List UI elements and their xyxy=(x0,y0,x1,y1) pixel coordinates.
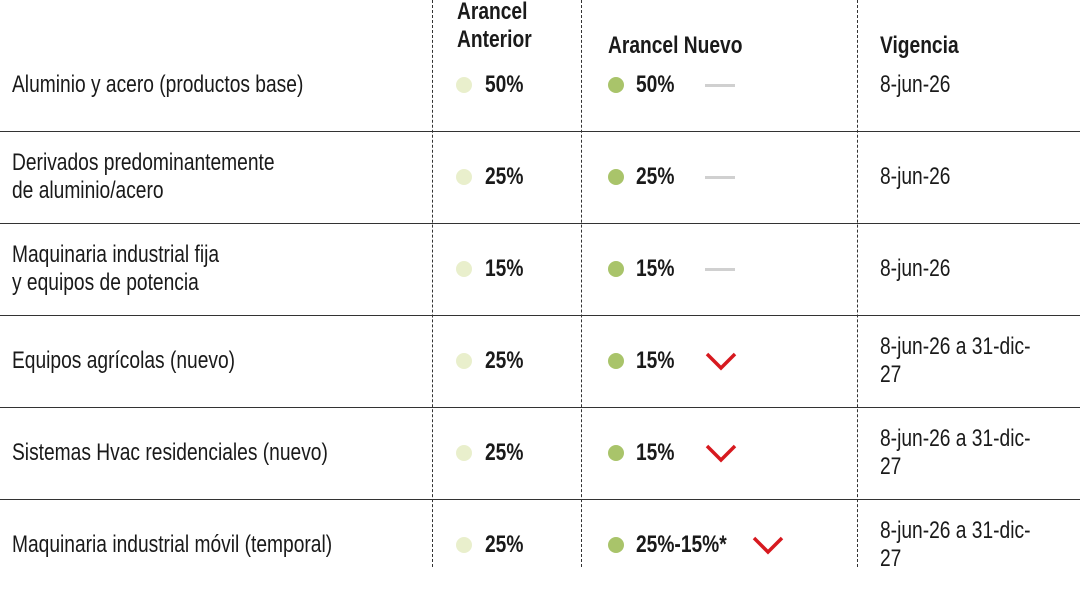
header-text: Vigencia xyxy=(880,32,959,59)
validity: 8-jun-26 xyxy=(880,223,968,315)
row-divider xyxy=(0,131,1080,132)
new-tariff-text: 15% xyxy=(636,347,675,374)
decrease-icon xyxy=(752,536,784,555)
validity-text: 8-jun-26 xyxy=(880,71,951,98)
new-tariff-text: 25% xyxy=(636,163,675,190)
old-tariff: 50% xyxy=(485,39,533,131)
old-tariff: 25% xyxy=(485,407,533,499)
new-tariff-dot xyxy=(608,537,624,553)
validity: 8-jun-26 a 31-dic-27 xyxy=(880,499,1080,591)
new-tariff-text: 50% xyxy=(636,71,675,98)
old-tariff-dot xyxy=(456,261,472,277)
new-tariff: 25% xyxy=(636,131,684,223)
decrease-icon xyxy=(705,444,737,463)
row-divider xyxy=(0,499,1080,500)
row-label: Sistemas Hvac residenciales (nuevo) xyxy=(12,407,407,499)
validity-text: 8-jun-26 a 31-dic-27 xyxy=(880,333,1031,388)
validity-text: 8-jun-26 a 31-dic-27 xyxy=(880,517,1031,572)
column-divider xyxy=(857,0,858,567)
old-tariff-dot xyxy=(456,353,472,369)
validity: 8-jun-26 a 31-dic-27 xyxy=(880,315,1080,407)
page: Arancel Anterior Arancel Nuevo Vigencia … xyxy=(0,0,1080,572)
row-divider xyxy=(0,315,1080,316)
header: Arancel Nuevo xyxy=(608,0,776,92)
row-label: Maquinaria industrial fija y equipos de … xyxy=(12,223,271,315)
header: Vigencia xyxy=(880,0,978,92)
header-text: Arancel Anterior xyxy=(457,0,532,53)
new-tariff-dot xyxy=(608,261,624,277)
old-tariff-text: 25% xyxy=(485,163,524,190)
header: Arancel Anterior xyxy=(457,0,550,72)
old-tariff-text: 25% xyxy=(485,439,524,466)
old-tariff-text: 50% xyxy=(485,71,524,98)
row-divider xyxy=(0,223,1080,224)
validity-text: 8-jun-26 xyxy=(880,255,951,282)
row-label-text: Sistemas Hvac residenciales (nuevo) xyxy=(12,439,328,466)
new-tariff-dot xyxy=(608,445,624,461)
column-divider xyxy=(581,0,582,567)
new-tariff-text: 15% xyxy=(636,439,675,466)
row-label: Aluminio y acero (productos base) xyxy=(12,39,376,131)
old-tariff-text: 15% xyxy=(485,255,524,282)
old-tariff-text: 25% xyxy=(485,531,524,558)
new-tariff: 25%-15%* xyxy=(636,499,749,591)
old-tariff-dot xyxy=(456,445,472,461)
new-tariff: 15% xyxy=(636,407,684,499)
new-tariff-text: 25%-15%* xyxy=(636,531,727,558)
old-tariff: 25% xyxy=(485,131,533,223)
no-change-icon xyxy=(705,268,735,271)
header-text: Arancel Nuevo xyxy=(608,32,743,59)
old-tariff: 25% xyxy=(485,315,533,407)
old-tariff-dot xyxy=(456,77,472,93)
new-tariff-dot xyxy=(608,353,624,369)
new-tariff: 15% xyxy=(636,315,684,407)
decrease-icon xyxy=(705,352,737,371)
old-tariff-dot xyxy=(456,169,472,185)
row-label: Derivados predominantemente de aluminio/… xyxy=(12,131,340,223)
row-label-text: Derivados predominantemente de aluminio/… xyxy=(12,149,275,204)
old-tariff: 25% xyxy=(485,499,533,591)
validity-text: 8-jun-26 a 31-dic-27 xyxy=(880,425,1031,480)
new-tariff-dot xyxy=(608,169,624,185)
row-label: Equipos agrícolas (nuevo) xyxy=(12,315,291,407)
no-change-icon xyxy=(705,176,735,179)
new-tariff: 50% xyxy=(636,39,684,131)
old-tariff-text: 25% xyxy=(485,347,524,374)
old-tariff-dot xyxy=(456,537,472,553)
no-change-icon xyxy=(705,84,735,87)
validity: 8-jun-26 xyxy=(880,131,968,223)
row-label-text: Equipos agrícolas (nuevo) xyxy=(12,347,236,374)
row-label-text: Maquinaria industrial móvil (temporal) xyxy=(12,531,333,558)
new-tariff-dot xyxy=(608,77,624,93)
validity-text: 8-jun-26 xyxy=(880,163,951,190)
row-label-text: Maquinaria industrial fija y equipos de … xyxy=(12,241,220,296)
column-divider xyxy=(432,0,433,567)
row-label: Maquinaria industrial móvil (temporal) xyxy=(12,499,412,591)
new-tariff: 15% xyxy=(636,223,684,315)
validity: 8-jun-26 xyxy=(880,39,968,131)
row-divider xyxy=(0,407,1080,408)
row-label-text: Aluminio y acero (productos base) xyxy=(12,71,304,98)
validity: 8-jun-26 a 31-dic-27 xyxy=(880,407,1080,499)
new-tariff-text: 15% xyxy=(636,255,675,282)
old-tariff: 15% xyxy=(485,223,533,315)
